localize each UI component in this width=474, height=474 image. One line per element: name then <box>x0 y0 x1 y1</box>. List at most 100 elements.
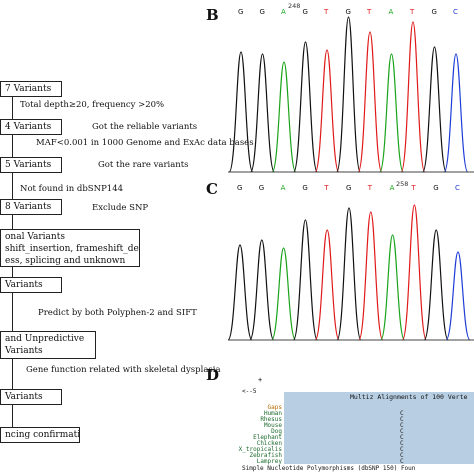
flow-note-4: Got the rare variants <box>98 160 189 170</box>
flow-box-3-label: 5 Variants <box>5 160 52 170</box>
flow-box-9: ncing confirmation <box>0 427 80 443</box>
base-call: A <box>280 184 286 192</box>
alignment-base: C <box>400 458 404 465</box>
flow-connector <box>12 135 13 157</box>
flow-connector <box>12 215 13 229</box>
species-name: Human <box>263 410 282 417</box>
base-call: G <box>258 184 265 192</box>
species-name: Lamprey <box>256 458 282 465</box>
flow-box-6-label: Variants <box>5 280 43 290</box>
trace-peak <box>228 51 254 173</box>
position-marker-c: 258 <box>396 180 409 188</box>
base-call: C <box>453 8 458 16</box>
trace-peak <box>249 239 275 341</box>
chromatogram-b: 248 G G A G T G T A T G C <box>228 0 474 180</box>
species-name: Dog <box>271 428 282 435</box>
trace-peak <box>271 247 297 341</box>
flow-box-1: 7 Variants <box>0 81 62 97</box>
base-call: G <box>433 184 439 192</box>
trace-b <box>228 16 474 173</box>
base-call: A <box>281 8 286 16</box>
flow-note-3: MAF<0.001 in 1000 Genome and ExAc data b… <box>36 138 254 148</box>
panel-d-label: D <box>206 366 220 384</box>
trace-peak <box>292 219 318 341</box>
base-call: T <box>324 184 329 192</box>
alignment-base: C <box>400 422 404 429</box>
flow-connector <box>12 267 13 277</box>
species-name: Elephant <box>253 434 282 441</box>
trace-peak <box>443 53 469 173</box>
flow-connector <box>12 173 13 199</box>
flow-box-4: 8 Variants <box>0 199 62 215</box>
flow-note-6: Exclude SNP <box>92 203 149 213</box>
trace-peak <box>401 204 427 341</box>
position-marker-b: 248 <box>288 2 301 10</box>
species-name: X_tropicalis <box>238 446 282 453</box>
trace-peak <box>314 49 340 173</box>
base-call: T <box>411 184 416 192</box>
flow-note-1: Total depth≥20, frequency >20% <box>20 100 165 110</box>
trace-peak <box>336 207 362 341</box>
flow-connector <box>12 359 13 389</box>
trace-peak <box>423 229 449 341</box>
base-call: T <box>367 184 373 192</box>
alignment-base: C <box>400 416 404 423</box>
trace-peak <box>358 211 384 341</box>
base-call: A <box>388 8 394 16</box>
flow-box-8: Variants <box>0 389 62 405</box>
alignment-base: C <box>400 440 404 447</box>
alignment-base: C <box>400 428 404 435</box>
species-name: Rhesus <box>260 416 282 423</box>
alignment-scale: <--5 <box>242 388 257 395</box>
trace-peak <box>400 21 426 173</box>
flow-note-5: Not found in dbSNP144 <box>20 184 124 194</box>
trace-peak <box>380 234 406 341</box>
chromatogram-c: 258 G G A G T G T A T G C <box>228 178 474 354</box>
alignment-base: C <box>400 434 404 441</box>
alignment-title: Multiz Alignments of 100 Verte <box>350 393 468 401</box>
flow-box-7: and Unpredictive Variants <box>0 331 96 359</box>
alignment-base: C <box>400 452 404 459</box>
flow-box-9-label: ncing confirmation <box>5 430 80 440</box>
trace-peak <box>357 31 383 173</box>
flow-box-5-label: onal Variants shift_insertion, frameshif… <box>5 232 139 266</box>
flow-note-8: Gene function related with skeletal dysp… <box>26 365 221 375</box>
alignment-base: C <box>400 410 404 417</box>
species-name: Zebrafish <box>249 452 282 459</box>
flow-box-3: 5 Variants <box>0 157 62 173</box>
flow-box-4-label: 8 Variants <box>5 202 52 212</box>
flow-connector <box>12 97 13 119</box>
trace-c <box>228 204 474 341</box>
flow-box-8-label: Variants <box>5 392 43 402</box>
panel-b-label: B <box>206 6 219 24</box>
alignment-axis-mark: + <box>258 376 263 384</box>
base-call: G <box>345 8 351 16</box>
base-call: T <box>367 8 372 16</box>
flow-connector <box>12 293 13 331</box>
alignment-track <box>284 392 474 464</box>
flow-connector <box>12 405 13 427</box>
species-name: Gaps <box>267 404 282 411</box>
species-name: Chicken <box>256 440 282 447</box>
base-call: G <box>259 8 265 16</box>
flow-box-5: onal Variants shift_insertion, frameshif… <box>0 229 140 267</box>
base-call: T <box>410 8 415 16</box>
alignment-footer: Simple Nucleotide Polymorphisms (dbSNP 1… <box>242 465 416 472</box>
species-name: Mouse <box>263 422 282 429</box>
flow-box-2: 4 Variants <box>0 119 62 135</box>
base-call: G <box>237 184 243 192</box>
trace-peak <box>271 61 297 173</box>
base-call: T <box>324 8 329 16</box>
alignment-panel: + <--5 Multiz Alignments of 100 Verte Ga… <box>230 374 474 474</box>
species-list: Gaps Human C Rhesus C Mouse C Dog C Elephant C Chic… <box>230 404 474 465</box>
base-call: G <box>431 8 437 16</box>
base-call: G <box>238 8 244 16</box>
trace-peak <box>336 16 361 173</box>
flow-note-7: Predict by both Polyphen-2 and SIFT <box>38 308 197 318</box>
flow-box-7-label: and Unpredictive Variants <box>5 334 85 356</box>
trace-peak <box>379 53 404 173</box>
flow-box-1-label: 7 Variants <box>5 84 52 94</box>
trace-peak <box>293 41 318 173</box>
base-call: G <box>346 184 352 192</box>
flow-note-2: Got the reliable variants <box>92 122 198 132</box>
